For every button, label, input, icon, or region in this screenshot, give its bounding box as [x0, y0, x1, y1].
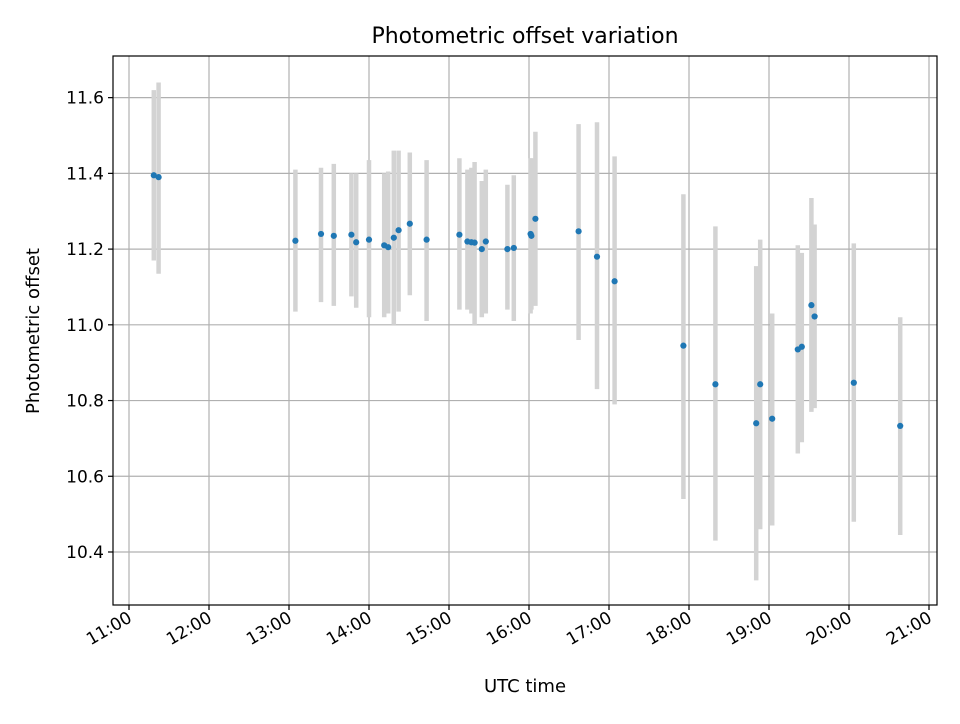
data-point	[757, 381, 764, 388]
data-point	[712, 381, 719, 388]
y-tick-label: 10.6	[66, 467, 104, 487]
y-tick-label: 10.8	[66, 392, 104, 412]
data-point	[593, 253, 601, 260]
data-point	[611, 278, 618, 285]
y-tick-label: 10.4	[66, 543, 104, 563]
data-point	[390, 234, 397, 241]
x-axis-label: UTC time	[484, 676, 566, 697]
data-point	[317, 230, 325, 238]
data-point	[575, 228, 582, 235]
y-tick-label: 11.0	[66, 316, 104, 336]
data-point	[482, 238, 489, 245]
data-point	[471, 239, 478, 246]
data-point	[353, 239, 360, 246]
data-point	[292, 237, 299, 244]
data-point	[155, 174, 162, 181]
data-point	[680, 342, 687, 349]
data-point	[385, 244, 392, 251]
data-point	[897, 422, 904, 430]
data-point	[406, 220, 413, 227]
data-point	[395, 227, 402, 234]
grid-layer	[113, 56, 937, 605]
data-point	[769, 415, 776, 422]
y-tick-label: 11.4	[66, 164, 104, 184]
data-point	[528, 232, 535, 239]
point-layer	[150, 172, 904, 430]
data-point	[808, 302, 815, 309]
data-point	[798, 343, 805, 350]
data-point	[811, 313, 818, 320]
axes-frame	[112, 55, 938, 606]
chart-title: Photometric offset variation	[371, 24, 678, 49]
data-point	[348, 231, 355, 238]
data-point	[478, 245, 485, 253]
data-point	[456, 231, 463, 238]
data-point	[510, 244, 517, 252]
y-tick-label: 11.6	[66, 89, 104, 109]
y-tick-label: 11.2	[66, 240, 104, 260]
data-point	[504, 245, 511, 253]
data-point	[150, 172, 157, 179]
data-point	[423, 236, 430, 243]
data-point	[850, 379, 857, 386]
data-point	[753, 420, 760, 427]
data-point	[365, 236, 373, 243]
y-axis-label: Photometric offset	[23, 248, 44, 414]
data-point	[330, 232, 337, 239]
data-point	[532, 215, 539, 222]
